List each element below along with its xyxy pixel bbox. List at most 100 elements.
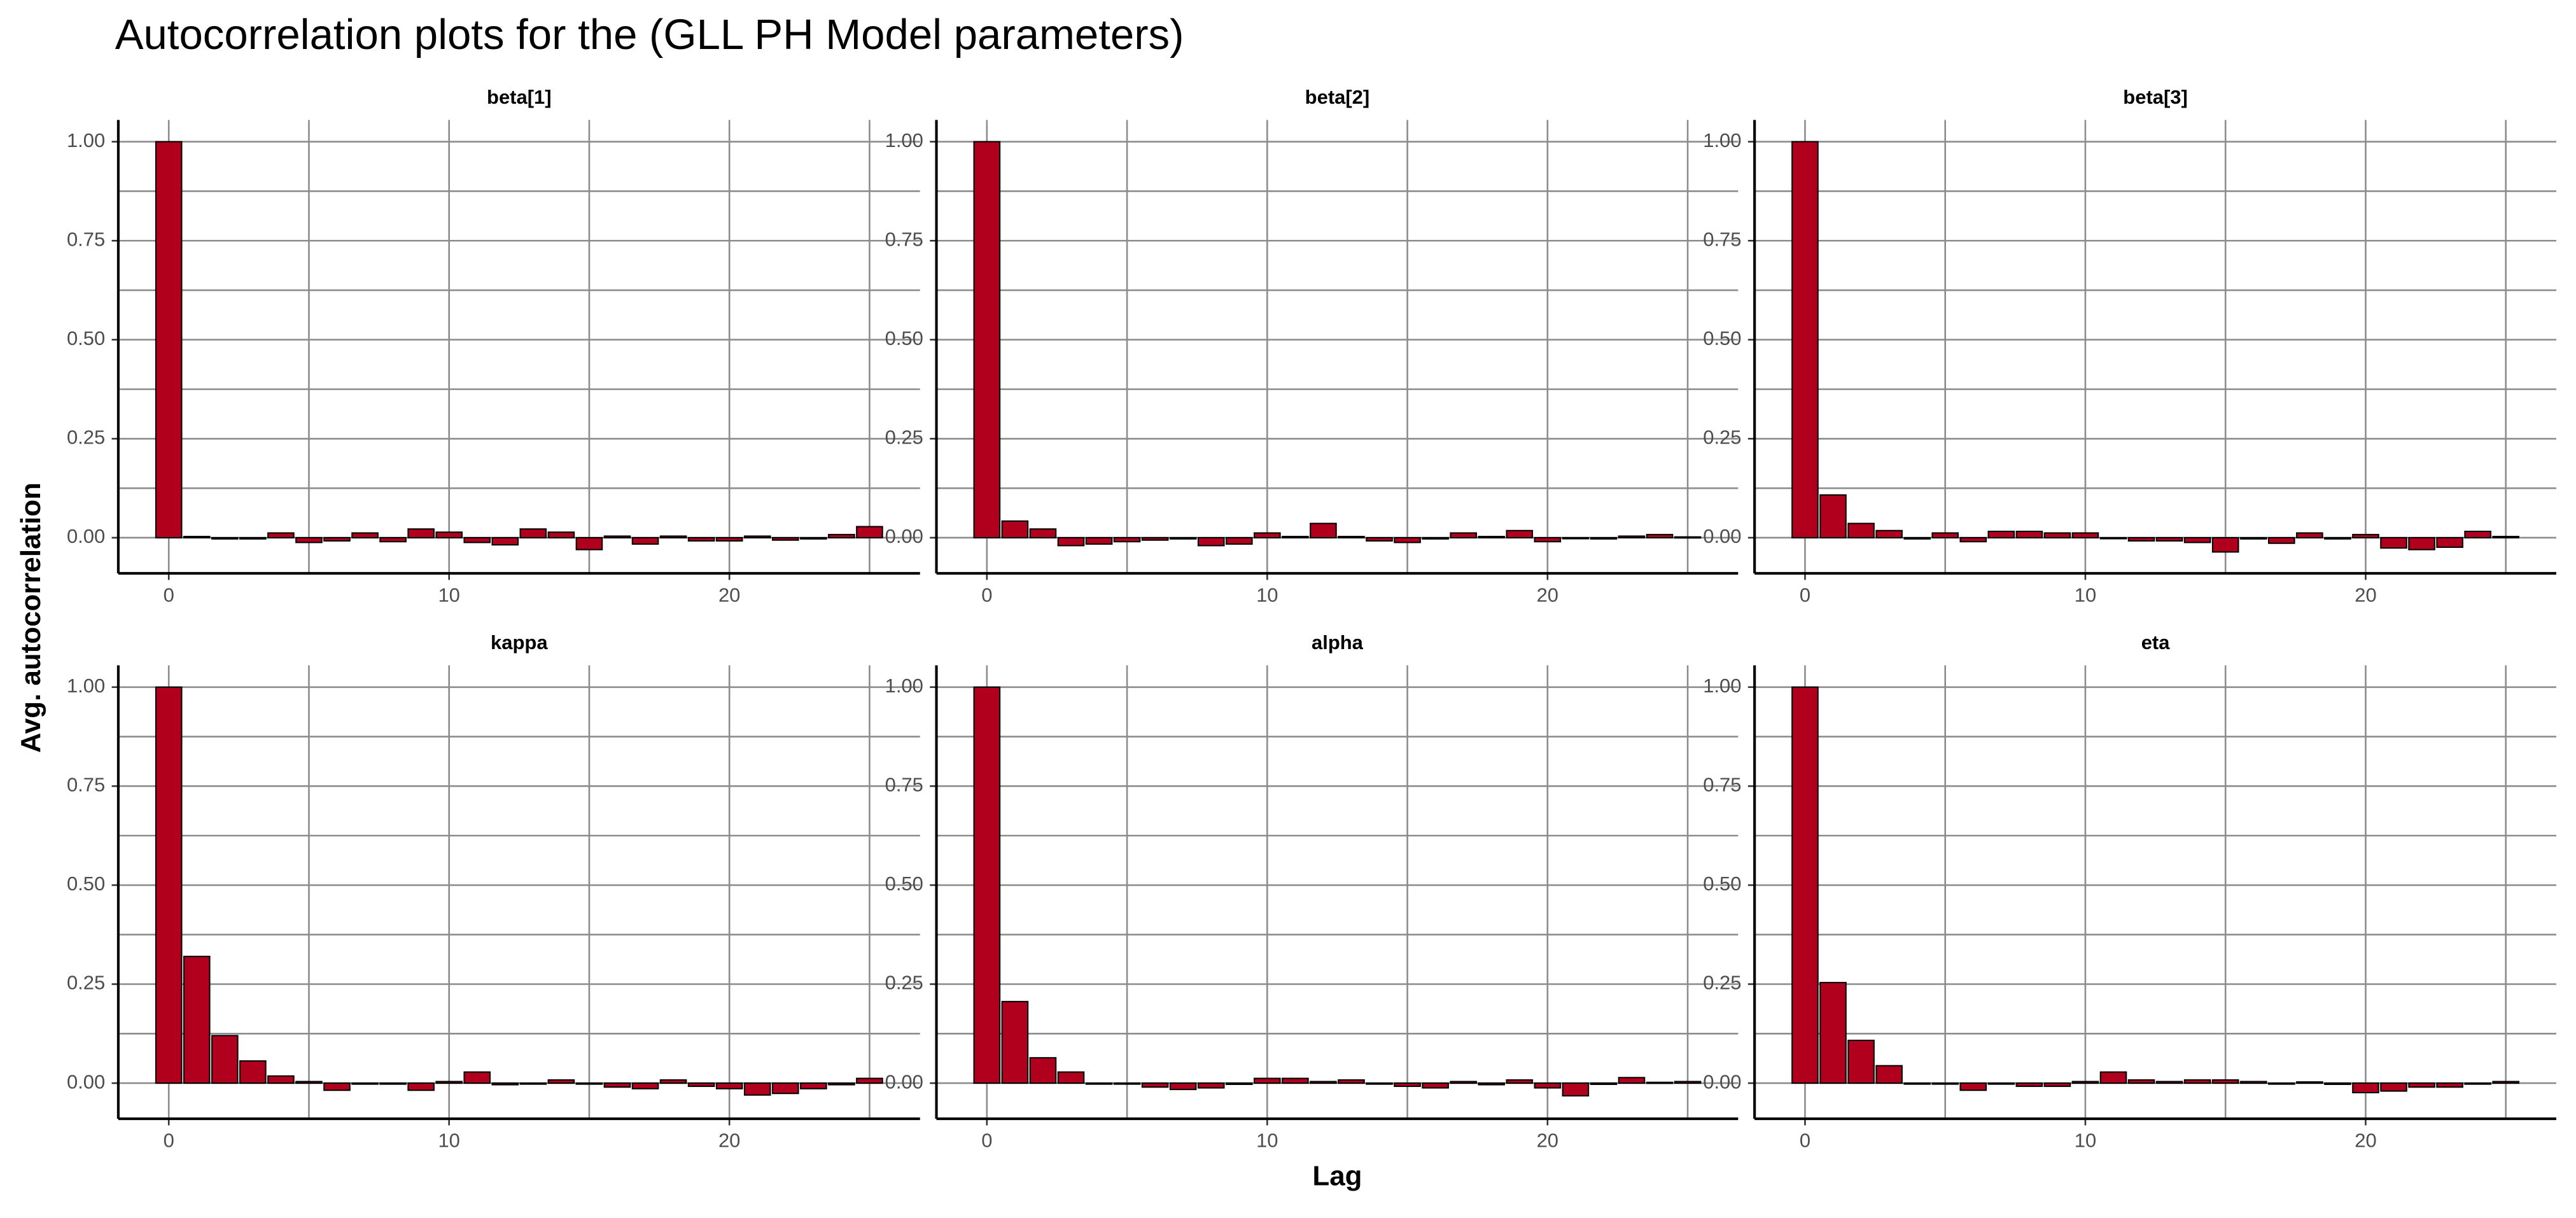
y-tick-label: 0.25 <box>885 972 923 994</box>
bar <box>155 141 183 539</box>
y-tick-label: 1.00 <box>1703 129 1741 151</box>
y-tick-label: 0.25 <box>885 426 923 449</box>
bar <box>519 528 547 539</box>
y-tick-label: 0.50 <box>885 872 923 895</box>
bar <box>2183 1079 2211 1084</box>
x-tick-label: 0 <box>981 584 992 606</box>
bar <box>1366 536 1393 542</box>
bar <box>295 1081 323 1084</box>
bar <box>1029 1057 1057 1084</box>
bar <box>1534 536 1562 543</box>
bar <box>2211 536 2239 553</box>
x-tick-label: 20 <box>1537 1129 1558 1151</box>
bar <box>1847 1039 1875 1084</box>
bar <box>1875 1065 1903 1084</box>
bar <box>1506 1079 1534 1084</box>
x-tick-label: 10 <box>1256 584 1278 606</box>
y-tick-label: 1.00 <box>885 675 923 697</box>
y-tick-label: 0.50 <box>1703 872 1741 895</box>
panel: eta 0.00 0.25 0.50 0.75 1.00 0 10 20 <box>1703 631 2556 1151</box>
bar <box>1225 1082 1253 1085</box>
bar <box>491 536 519 546</box>
bar <box>211 536 239 540</box>
y-tick-label: 0.75 <box>1703 228 1741 250</box>
bar <box>631 1082 659 1089</box>
y-tick-label: 0.00 <box>1703 1070 1741 1093</box>
y-tick-label: 1.00 <box>885 129 923 151</box>
bar <box>239 1060 267 1084</box>
bar <box>2155 536 2183 542</box>
bar <box>547 1079 575 1084</box>
bar <box>1903 1082 1931 1085</box>
bar <box>2015 1082 2043 1088</box>
bar <box>2015 530 2043 539</box>
x-tick-label: 20 <box>1537 584 1558 606</box>
panel-title: eta <box>2141 631 2171 654</box>
bar <box>379 536 407 543</box>
x-tick-label: 20 <box>718 1129 740 1151</box>
x-tick-label: 10 <box>438 1129 459 1151</box>
chart-title: Autocorrelation plots for the (GLL PH Mo… <box>115 11 1184 59</box>
panel: kappa 0.00 0.25 0.50 0.75 1.00 0 10 20 <box>67 631 920 1151</box>
bar <box>267 532 295 539</box>
y-tick-label: 1.00 <box>67 675 105 697</box>
bar <box>1085 536 1113 545</box>
bar <box>1959 1082 1987 1091</box>
bar <box>1169 1082 1197 1091</box>
bar <box>1646 533 1674 539</box>
bar <box>856 526 883 539</box>
bar <box>1001 520 1029 539</box>
y-tick-label: 0.00 <box>67 1070 105 1093</box>
bar <box>1987 530 2015 539</box>
bar <box>267 1075 295 1084</box>
y-axis-label: Avg. autocorrelation <box>15 482 46 753</box>
bar <box>1113 536 1141 543</box>
bar <box>743 1082 771 1096</box>
bar <box>1141 1082 1169 1088</box>
panel-title: beta[3] <box>2123 86 2188 108</box>
bar <box>1085 1082 1113 1085</box>
bar <box>211 1035 239 1084</box>
bar <box>973 686 1001 1084</box>
panel: beta[1] 0.00 0.25 0.50 0.75 1.00 0 10 20 <box>67 86 920 606</box>
bar <box>1646 1081 1674 1084</box>
y-tick-label: 0.75 <box>1703 774 1741 796</box>
bar <box>519 1082 547 1085</box>
panel-title: beta[2] <box>1305 86 1370 108</box>
bar <box>1931 1082 1959 1085</box>
bar <box>1450 532 1477 539</box>
bar <box>800 536 827 540</box>
bar <box>2099 1071 2127 1084</box>
panel: alpha 0.00 0.25 0.50 0.75 1.00 0 10 20 <box>885 631 1739 1151</box>
bar <box>2155 1081 2183 1084</box>
bar <box>1819 494 1847 539</box>
y-tick-label: 0.00 <box>1703 525 1741 547</box>
bar <box>2380 536 2407 549</box>
panel: beta[2] 0.00 0.25 0.50 0.75 1.00 0 10 20 <box>885 86 1739 606</box>
bar <box>1001 1000 1029 1084</box>
bar <box>2408 536 2435 550</box>
bar <box>1674 536 1702 539</box>
bar <box>1197 536 1225 547</box>
bar <box>1057 1071 1085 1084</box>
x-tick-label: 0 <box>1800 1129 1810 1151</box>
bar <box>1338 1079 1365 1084</box>
y-tick-label: 0.00 <box>885 525 923 547</box>
x-tick-label: 0 <box>1800 584 1810 606</box>
bar <box>2239 536 2267 540</box>
bar <box>1141 536 1169 541</box>
bar <box>2352 533 2379 539</box>
bar <box>1197 1082 1225 1089</box>
y-tick-label: 0.50 <box>1703 327 1741 349</box>
bar <box>379 1082 407 1085</box>
bar <box>1562 1082 1590 1097</box>
x-tick-label: 20 <box>2355 1129 2376 1151</box>
y-tick-label: 0.25 <box>1703 972 1741 994</box>
y-tick-label: 0.50 <box>67 327 105 349</box>
bar <box>1057 536 1085 547</box>
bar <box>2268 1082 2295 1085</box>
bar <box>1562 536 1590 540</box>
y-tick-label: 0.25 <box>1703 426 1741 449</box>
bar <box>2071 532 2099 539</box>
